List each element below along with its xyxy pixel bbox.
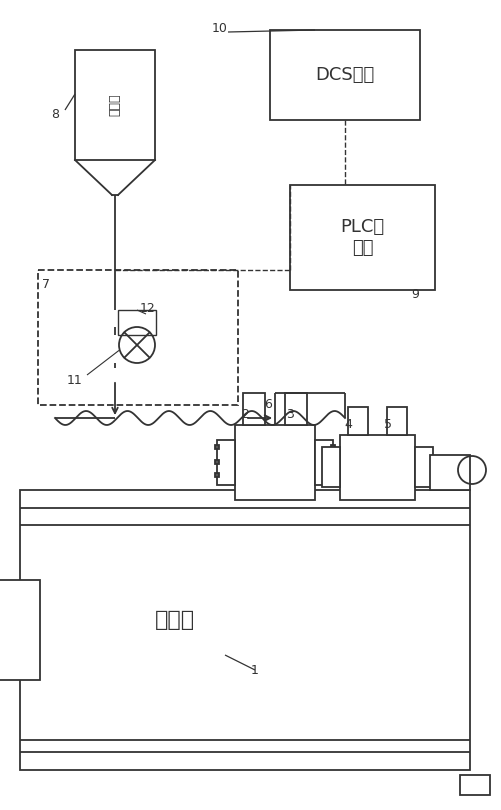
Text: 3: 3	[286, 408, 294, 421]
Text: 4: 4	[343, 419, 351, 432]
Bar	[339, 435, 414, 500]
Text: 6: 6	[264, 399, 272, 411]
Bar	[285, 393, 307, 425]
Text: 9: 9	[410, 288, 418, 301]
Bar	[118, 310, 156, 335]
Bar	[330, 473, 334, 477]
Bar	[20, 490, 469, 770]
Text: 1: 1	[250, 663, 259, 676]
Text: 12: 12	[140, 301, 156, 314]
Text: 10: 10	[211, 22, 227, 35]
Bar	[330, 460, 334, 464]
Bar	[75, 50, 155, 160]
Bar	[214, 445, 218, 449]
Bar	[321, 447, 339, 487]
Bar	[242, 393, 265, 425]
Bar	[0, 580, 40, 680]
Text: 2: 2	[240, 408, 248, 421]
Bar	[214, 473, 218, 477]
Bar	[314, 440, 332, 485]
Bar	[38, 270, 237, 405]
Bar	[216, 440, 234, 485]
Text: 冲洗水: 冲洗水	[108, 94, 121, 117]
Text: 5: 5	[383, 419, 391, 432]
Bar	[414, 447, 432, 487]
Bar	[347, 407, 367, 435]
Text: 合成炉: 合成炉	[155, 610, 195, 630]
Text: 11: 11	[67, 373, 83, 386]
Bar	[459, 775, 489, 795]
Text: 8: 8	[51, 109, 59, 122]
Bar	[270, 30, 419, 120]
Bar	[214, 460, 218, 464]
Bar	[386, 407, 406, 435]
Bar	[234, 425, 314, 500]
Text: DCS系统: DCS系统	[315, 66, 374, 84]
Text: 7: 7	[42, 278, 50, 291]
Text: PLC控
制柜: PLC控 制柜	[340, 218, 384, 257]
Bar	[330, 445, 334, 449]
Bar	[290, 185, 434, 290]
Bar	[429, 455, 469, 490]
